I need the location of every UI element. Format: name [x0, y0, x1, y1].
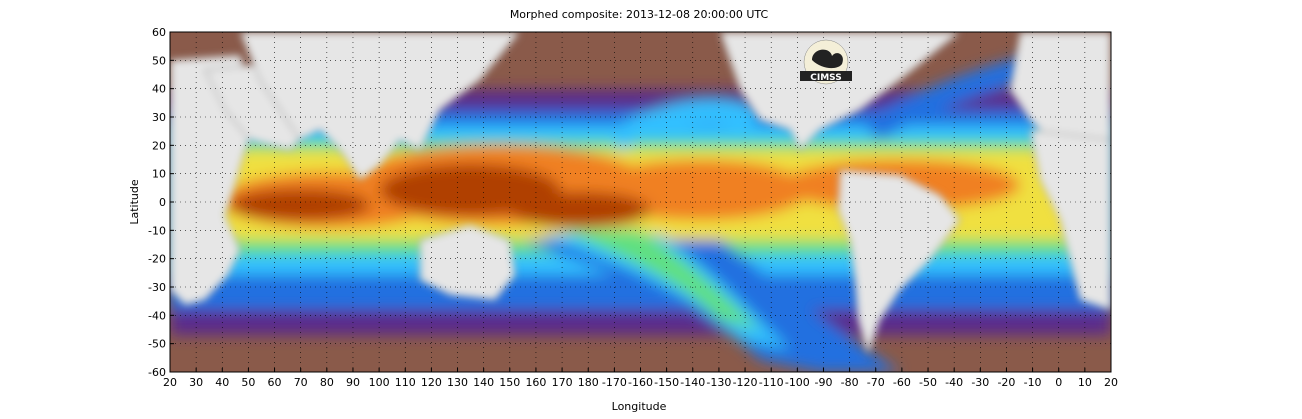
x-tick-label: 90: [346, 376, 360, 389]
y-tick-label: 50: [152, 54, 166, 67]
x-tick-label: -130: [706, 376, 731, 389]
x-tick-label: 50: [241, 376, 255, 389]
x-axis-title: Longitude: [612, 400, 667, 413]
y-tick-label: -60: [148, 366, 166, 379]
cimss-logo: CIMSS: [800, 39, 852, 85]
logo-text: CIMSS: [810, 73, 841, 83]
plot-area: [170, 32, 1111, 372]
y-tick-label: -30: [148, 281, 166, 294]
x-tick-label: 30: [189, 376, 203, 389]
x-tick-label: -70: [867, 376, 885, 389]
x-tick-label: -50: [919, 376, 937, 389]
x-tick-label: -110: [759, 376, 784, 389]
x-tick-label: 0: [1055, 376, 1062, 389]
x-tick-label: 70: [294, 376, 308, 389]
x-tick-label: -90: [814, 376, 832, 389]
y-tick-label: -20: [148, 253, 166, 266]
land-masses: [170, 32, 1111, 357]
x-tick-label: -10: [1024, 376, 1042, 389]
grid-lines: [170, 32, 1111, 372]
x-tick-label: 80: [320, 376, 334, 389]
y-axis-ticks: 60 50 40 30 20 10 0 -10 -20 -30 -40 -50 -60: [148, 26, 174, 379]
x-tick-label: -100: [785, 376, 810, 389]
y-axis-title: Latitude: [128, 179, 141, 225]
x-tick-label: 180: [578, 376, 599, 389]
y-tick-label: -10: [148, 224, 166, 237]
y-tick-label: -40: [148, 309, 166, 322]
y-tick-label: 20: [152, 139, 166, 152]
y-tick-label: 30: [152, 111, 166, 124]
x-tick-label: 170: [552, 376, 573, 389]
x-tick-label: 120: [421, 376, 442, 389]
x-tick-label: -60: [893, 376, 911, 389]
x-tick-label: 140: [473, 376, 494, 389]
x-tick-label: -120: [733, 376, 758, 389]
chart-title: Morphed composite: 2013-12-08 20:00:00 U…: [510, 8, 769, 21]
x-tick-label: -150: [654, 376, 679, 389]
y-tick-label: 40: [152, 83, 166, 96]
x-tick-label: -40: [945, 376, 963, 389]
y-tick-label: -50: [148, 338, 166, 351]
x-tick-label: -30: [971, 376, 989, 389]
x-tick-label: 40: [215, 376, 229, 389]
x-tick-label: 110: [395, 376, 416, 389]
x-tick-label: 150: [499, 376, 520, 389]
x-tick-label: 160: [525, 376, 546, 389]
x-tick-label: 20: [163, 376, 177, 389]
y-tick-label: 60: [152, 26, 166, 39]
x-tick-label: -160: [628, 376, 653, 389]
y-tick-label: 10: [152, 168, 166, 181]
x-tick-label: -80: [841, 376, 859, 389]
x-tick-label: -140: [680, 376, 705, 389]
x-tick-label: -170: [602, 376, 627, 389]
x-tick-label: 60: [268, 376, 282, 389]
x-tick-label: 10: [1078, 376, 1092, 389]
x-tick-label: 100: [369, 376, 390, 389]
x-tick-label: 130: [447, 376, 468, 389]
x-tick-label: -20: [997, 376, 1015, 389]
x-tick-label: 20: [1104, 376, 1118, 389]
x-axis-ticks: 20 30 40 50 60 70 80 90 100 110 120 130 140 150 160 170…: [163, 368, 1118, 389]
y-tick-label: 0: [159, 196, 166, 209]
